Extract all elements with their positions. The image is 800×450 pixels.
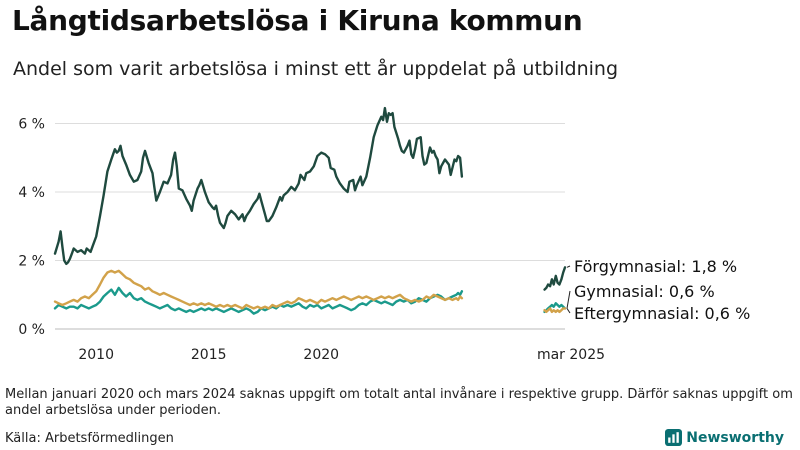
series-end-label-eftergymnasial: Eftergymnasial: 0,6 % <box>574 304 750 323</box>
line-chart: 0 % 2 % 4 % 6 % 2010 2015 2020 mar 2025 Förgymna… <box>18 106 750 363</box>
newsworthy-logo[interactable]: Newsworthy <box>665 429 784 446</box>
x-tick-label: 2020 <box>303 347 339 363</box>
x-tick-label-end: mar 2025 <box>537 347 605 363</box>
series-end-label-gymnasial: Gymnasial: 0,6 % <box>574 282 715 301</box>
footnote: Mellan januari 2020 och mars 2024 saknas… <box>5 387 793 418</box>
chart-bar-icon <box>665 429 683 446</box>
series-line-gymnasial <box>53 286 464 315</box>
label-connector <box>566 265 571 268</box>
series-line-forgymnasial <box>53 106 464 266</box>
x-tick-label: 2010 <box>78 347 114 363</box>
y-tick-label: 0 % <box>18 322 45 338</box>
series-tail-eftergymnasial <box>543 307 567 314</box>
series-tail-gymnasial <box>543 302 567 314</box>
label-connector <box>566 308 571 314</box>
source-note: Källa: Arbetsförmedlingen <box>5 431 174 446</box>
label-connector <box>566 290 571 309</box>
chart-subtitle: Andel som varit arbetslösa i minst ett å… <box>13 58 619 80</box>
x-tick-label: 2015 <box>191 347 227 363</box>
brand-name: Newsworthy <box>686 429 784 446</box>
y-tick-label: 6 % <box>18 117 45 133</box>
series-line-eftergymnasial <box>53 269 464 310</box>
series-tail-forgymnasial <box>543 266 567 291</box>
chart-title: Långtidsarbetslösa i Kiruna kommun <box>12 4 583 37</box>
y-tick-label: 2 % <box>18 254 45 270</box>
y-tick-label: 4 % <box>18 185 45 201</box>
series-end-label-forgymnasial: Förgymnasial: 1,8 % <box>574 257 737 276</box>
